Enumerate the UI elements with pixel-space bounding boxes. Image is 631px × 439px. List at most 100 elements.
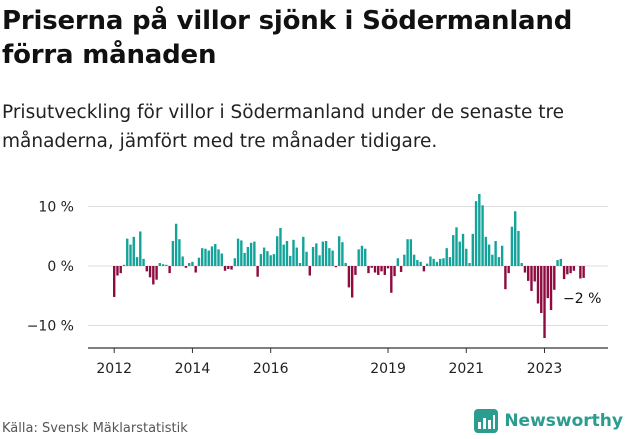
bar — [116, 266, 119, 276]
bar — [530, 266, 533, 291]
bar — [217, 249, 220, 266]
bar — [471, 233, 474, 266]
bar — [337, 236, 341, 266]
bar — [262, 247, 266, 267]
bar — [165, 264, 168, 266]
bar — [517, 230, 520, 266]
bar — [439, 258, 442, 266]
bar — [178, 239, 181, 266]
bar — [566, 266, 569, 275]
brand-name: Newsworthy — [504, 411, 623, 431]
bar — [504, 266, 507, 290]
bar — [481, 205, 484, 266]
bar — [135, 257, 139, 267]
bar — [259, 254, 263, 266]
bar — [302, 236, 305, 266]
bar — [435, 261, 439, 266]
bar — [432, 258, 435, 266]
bar — [350, 266, 354, 298]
bar — [129, 244, 132, 266]
bar — [256, 266, 259, 277]
bar — [191, 261, 194, 266]
bar — [406, 239, 409, 266]
bar — [347, 266, 351, 288]
chart-title: Priserna på villor sjönk i Södermanland … — [2, 6, 573, 70]
bar — [546, 266, 549, 299]
bar — [161, 264, 165, 266]
bar — [533, 266, 536, 282]
bar — [197, 257, 201, 266]
chart-subtitle: Prisutveckling för villor i Södermanland… — [2, 102, 565, 152]
y-tick-label: 0 % — [47, 259, 74, 275]
y-axis-tick-labels: 10 % 0 % −10 % — [27, 200, 74, 335]
bar — [168, 266, 171, 274]
bar — [214, 243, 217, 266]
bar — [142, 258, 145, 266]
bar — [399, 266, 403, 272]
bar — [487, 244, 491, 266]
bar — [461, 233, 465, 266]
bar — [174, 223, 178, 266]
bar — [448, 257, 452, 267]
bar — [468, 263, 471, 267]
bar — [507, 266, 510, 274]
bar — [474, 201, 478, 266]
newsworthy-logo-icon — [474, 409, 499, 433]
bar — [367, 266, 370, 274]
bar — [386, 266, 390, 269]
bar — [223, 266, 227, 271]
bar — [559, 258, 563, 266]
bar — [266, 251, 269, 267]
bar — [243, 252, 246, 266]
bar — [390, 266, 393, 293]
x-tick-label: 2023 — [527, 361, 563, 377]
bar — [540, 266, 543, 314]
bar — [523, 266, 527, 273]
bar — [155, 266, 158, 280]
bar — [194, 266, 197, 273]
bar — [494, 241, 497, 266]
brand-logo[interactable]: Newsworthy — [474, 409, 623, 433]
bar-chart: 10 % 0 % −10 % 2012 2014 2016 2019 2021 2023 −2… — [27, 194, 608, 377]
bar — [497, 257, 501, 267]
bar — [308, 266, 311, 276]
bar — [292, 239, 295, 266]
x-tick-label: 2012 — [96, 361, 132, 377]
bar — [311, 246, 315, 266]
bar — [357, 249, 360, 266]
bar — [572, 266, 576, 271]
bar — [282, 244, 285, 266]
bar — [380, 266, 383, 272]
bar — [132, 236, 135, 266]
bar — [204, 248, 207, 266]
bar — [364, 248, 367, 266]
bar — [139, 231, 142, 266]
bar — [295, 247, 298, 267]
bar — [543, 266, 546, 338]
bar — [354, 266, 357, 275]
x-tick-label: 2016 — [253, 361, 289, 377]
bar — [556, 260, 559, 266]
bar — [253, 241, 256, 266]
bar — [344, 263, 347, 267]
bar — [298, 263, 302, 267]
x-tick-label: 2019 — [370, 361, 406, 377]
bar — [513, 211, 517, 266]
bar — [377, 266, 380, 275]
bar — [458, 241, 461, 266]
bar — [119, 266, 122, 274]
bar — [289, 255, 292, 267]
bar — [520, 263, 523, 267]
bar — [527, 266, 530, 281]
bar — [445, 248, 448, 266]
source-note: Källa: Svensk Mäklarstatistik — [2, 421, 188, 436]
bar — [360, 245, 364, 266]
bar — [210, 246, 214, 266]
x-tick-label: 2021 — [448, 361, 484, 377]
bar — [233, 258, 237, 267]
bar — [113, 266, 116, 297]
y-tick-label: −10 % — [27, 319, 74, 335]
x-axis: 2012 2014 2016 2019 2021 2023 — [88, 347, 608, 377]
last-value-annotation: −2 % — [563, 291, 601, 307]
bar — [148, 266, 152, 278]
